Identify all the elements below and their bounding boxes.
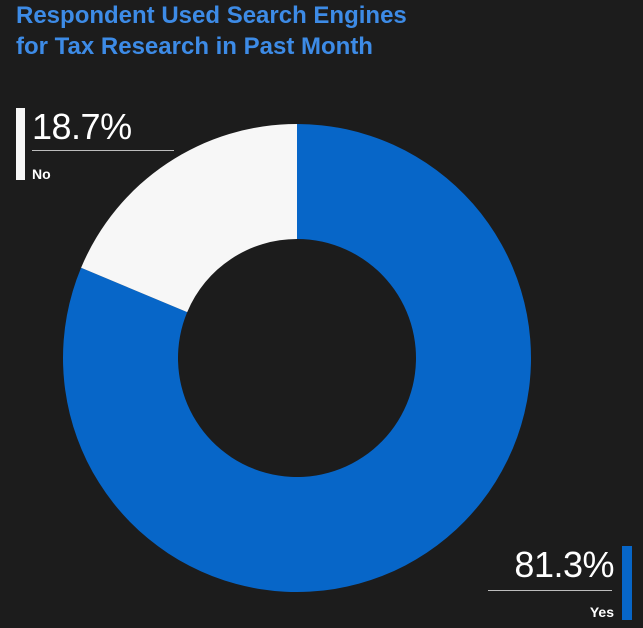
- donut-slice-no: [81, 124, 298, 313]
- callout-no: 18.7% No: [16, 108, 176, 182]
- value-label-no: 18.7%: [32, 106, 132, 147]
- callout-yes-color-bar: [622, 546, 632, 620]
- category-label-yes: Yes: [589, 604, 614, 620]
- callout-no-divider: [32, 150, 174, 151]
- callout-yes-divider: [488, 590, 612, 591]
- chart-title: Respondent Used Search Engines for Tax R…: [16, 0, 616, 62]
- callout-yes: 81.3% Yes: [484, 546, 632, 622]
- value-label-yes: 81.3%: [514, 544, 614, 585]
- callout-no-color-bar: [16, 108, 25, 180]
- chart-title-line-2: for Tax Research in Past Month: [16, 33, 373, 60]
- donut-slice-yes: [62, 124, 532, 592]
- chart-title-line-1: Respondent Used Search Engines: [16, 2, 407, 29]
- category-label-no: No: [32, 166, 51, 182]
